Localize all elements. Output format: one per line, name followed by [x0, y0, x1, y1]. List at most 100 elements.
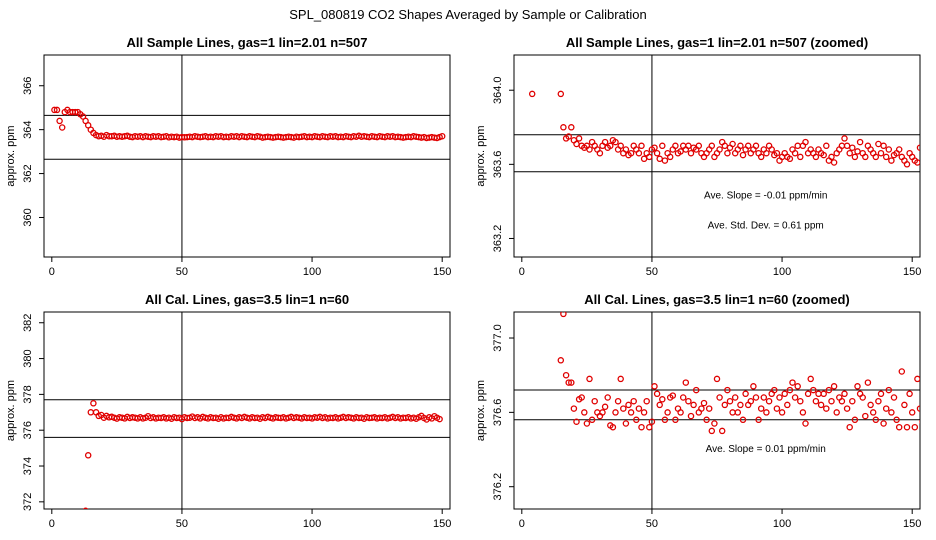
data-point — [812, 153, 820, 161]
data-point — [786, 386, 794, 394]
data-point — [601, 138, 609, 146]
data-point — [596, 149, 604, 157]
data-point — [677, 409, 684, 416]
chart-panel-cal-lines-zoomed: All Cal. Lines, gas=3.5 lin=1 n=60 (zoom… — [475, 292, 921, 530]
data-point — [633, 416, 640, 424]
data-point — [781, 390, 788, 398]
page-title: SPL_080819 CO2 Shapes Averaged by Sample… — [289, 7, 647, 22]
data-point — [734, 409, 742, 416]
data-point — [565, 379, 572, 386]
data-series — [528, 90, 920, 168]
data-point — [685, 397, 692, 405]
plot-frame — [43, 54, 451, 258]
data-point — [804, 390, 812, 398]
data-point — [823, 142, 830, 150]
data-point — [820, 151, 827, 159]
data-point — [914, 375, 920, 383]
std-dev-annotation: Ave. Std. Dev. = 0.61 ppm — [708, 221, 824, 232]
data-point — [765, 397, 773, 405]
data-point — [721, 401, 729, 409]
data-point — [653, 149, 661, 157]
data-point — [859, 394, 866, 401]
data-point — [895, 423, 903, 431]
data-point — [716, 394, 723, 401]
y-tick-label: 374 — [22, 457, 34, 475]
y-tick-label: 372 — [22, 493, 34, 511]
y-axis-label: approx. ppm — [5, 125, 17, 186]
data-point — [838, 397, 846, 405]
data-point — [716, 146, 723, 153]
data-point — [773, 405, 781, 412]
data-point — [562, 371, 570, 379]
data-point — [651, 144, 658, 151]
data-point — [58, 124, 66, 131]
data-point — [617, 142, 624, 150]
data-point — [659, 396, 666, 403]
data-point — [661, 157, 669, 164]
data-point — [914, 159, 920, 166]
data-point — [846, 149, 853, 157]
data-point — [778, 409, 786, 416]
data-point — [653, 390, 661, 398]
data-point — [880, 142, 887, 150]
x-tick-label: 50 — [176, 518, 188, 530]
data-point — [851, 153, 859, 161]
data-point — [815, 390, 822, 398]
y-tick-label: 376 — [22, 421, 34, 439]
data-point — [906, 390, 913, 398]
plot-frame — [513, 54, 921, 258]
data-point — [528, 90, 536, 98]
data-point — [612, 409, 619, 416]
data-point — [799, 409, 807, 416]
data-point — [625, 401, 632, 409]
slope-annotation: Ave. Slope = -0.01 ppm/min — [704, 190, 828, 201]
data-point — [872, 153, 880, 161]
data-point — [862, 412, 869, 420]
data-point — [890, 394, 898, 401]
data-point — [664, 409, 671, 416]
data-point — [771, 386, 778, 394]
data-point — [53, 106, 61, 114]
y-tick-label: 377.0 — [492, 324, 504, 352]
plot-frame — [43, 311, 451, 510]
slope-annotation: Ave. Slope = 0.01 ppm/min — [706, 444, 826, 455]
data-point — [84, 452, 92, 459]
data-point — [877, 149, 885, 157]
data-point — [846, 423, 853, 431]
data-point — [895, 146, 903, 153]
y-tick-label: 366 — [22, 77, 34, 95]
data-point — [791, 149, 799, 157]
data-point — [51, 106, 58, 114]
data-point — [599, 409, 606, 416]
data-point — [578, 394, 585, 401]
data-point — [620, 405, 627, 412]
data-point — [601, 403, 609, 411]
panel-title: All Cal. Lines, gas=3.5 lin=1 n=60 (zoom… — [584, 292, 850, 307]
data-point — [833, 409, 840, 416]
data-point — [794, 383, 801, 390]
y-tick-label: 380 — [22, 349, 34, 367]
data-point — [640, 409, 648, 416]
data-point — [586, 375, 593, 383]
data-point — [843, 142, 851, 150]
data-point — [760, 394, 768, 401]
y-tick-label: 376.2 — [492, 473, 504, 501]
data-point — [810, 386, 817, 394]
data-point — [557, 357, 565, 364]
data-point — [763, 409, 770, 416]
data-series — [51, 106, 446, 142]
data-point — [841, 135, 848, 142]
data-point — [583, 420, 591, 427]
data-point — [729, 409, 736, 416]
data-point — [570, 405, 578, 412]
x-tick-label: 0 — [49, 266, 55, 278]
y-tick-label: 362 — [22, 164, 34, 182]
y-tick-label: 360 — [22, 208, 34, 226]
data-point — [862, 153, 869, 161]
data-point — [916, 144, 920, 151]
data-point — [672, 416, 679, 424]
data-point — [586, 146, 593, 153]
data-point — [789, 379, 796, 386]
data-point — [436, 415, 443, 423]
data-point — [638, 142, 645, 150]
